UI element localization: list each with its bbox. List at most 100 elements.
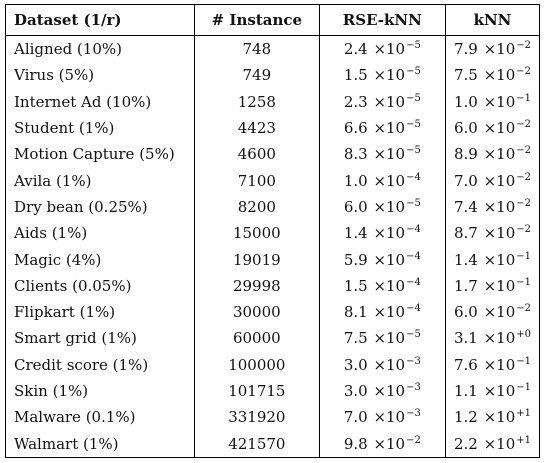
exponent: −2 bbox=[516, 171, 531, 183]
times-ten: ×10 bbox=[368, 382, 406, 401]
exponent: −1 bbox=[516, 382, 531, 394]
exponent: −5 bbox=[406, 40, 421, 52]
cell-rse-knn: 5.9 ×10−4 bbox=[318, 246, 446, 273]
mantissa: 1.7 bbox=[453, 276, 478, 295]
times-ten: ×10 bbox=[478, 40, 516, 59]
cell-dataset: Walmart (1%) bbox=[14, 434, 119, 453]
table-row: Aids (1%) 15000 1.4 ×10−4 8.7 ×10−2 bbox=[6, 220, 539, 247]
exponent: −4 bbox=[406, 303, 421, 315]
cell-knn: 7.9 ×10−2 bbox=[444, 35, 539, 63]
cell-dataset: Virus (5%) bbox=[14, 66, 95, 85]
cell-rse-knn: 8.1 ×10−4 bbox=[318, 299, 446, 326]
table-row: Student (1%) 4423 6.6 ×10−5 6.0 ×10−2 bbox=[6, 114, 539, 142]
mantissa: 1.0 bbox=[453, 92, 478, 111]
cell-rse-knn: 8.3 ×10−5 bbox=[318, 141, 446, 168]
cell-knn: 6.0 ×10−2 bbox=[444, 114, 539, 142]
times-ten: ×10 bbox=[368, 276, 406, 295]
times-ten: ×10 bbox=[368, 197, 406, 216]
cell-rse-knn: 9.8 ×10−2 bbox=[318, 430, 446, 457]
cell-dataset: Magic (4%) bbox=[14, 250, 102, 269]
cell-dataset: Clients (0.05%) bbox=[14, 276, 132, 295]
exponent: −2 bbox=[516, 197, 531, 209]
cell-instance: 60000 bbox=[193, 325, 320, 352]
exponent: −1 bbox=[516, 276, 531, 288]
cell-dataset: Avila (1%) bbox=[14, 171, 92, 190]
cell-dataset: Flipkart (1%) bbox=[14, 303, 116, 322]
mantissa: 5.9 bbox=[343, 250, 368, 269]
mantissa: 7.5 bbox=[453, 66, 478, 85]
mantissa: 1.5 bbox=[343, 276, 368, 295]
table-body: Aligned (10%) 748 2.4 ×10−5 7.9 ×10−2 Virus … bbox=[6, 35, 539, 457]
mantissa: 7.6 bbox=[453, 355, 478, 374]
table-row: Motion Capture (5%) 4600 8.3 ×10−5 8.9 ×10−… bbox=[6, 141, 539, 168]
mantissa: 8.7 bbox=[453, 224, 478, 243]
cell-instance: 7100 bbox=[193, 167, 320, 194]
cell-knn: 1.0 ×10−1 bbox=[444, 88, 539, 115]
times-ten: ×10 bbox=[368, 119, 406, 138]
cell-knn: 1.1 ×10−1 bbox=[444, 377, 539, 405]
mantissa: 6.0 bbox=[453, 119, 478, 138]
exponent: +0 bbox=[516, 329, 531, 341]
cell-knn: 7.0 ×10−2 bbox=[444, 167, 539, 194]
exponent: −3 bbox=[406, 382, 421, 394]
mantissa: 7.5 bbox=[343, 329, 368, 348]
cell-dataset: Internet Ad (10%) bbox=[14, 92, 152, 111]
mantissa: 7.4 bbox=[453, 197, 478, 216]
cell-rse-knn: 3.0 ×10−3 bbox=[318, 377, 446, 405]
cell-dataset: Dry bean (0.25%) bbox=[14, 197, 148, 216]
cell-instance: 19019 bbox=[193, 246, 320, 273]
table-header-row: Dataset (1/r) # Instance RSE-kNN kNN bbox=[6, 5, 539, 36]
table-row: Aligned (10%) 748 2.4 ×10−5 7.9 ×10−2 bbox=[6, 35, 539, 63]
cell-rse-knn: 1.5 ×10−5 bbox=[318, 62, 446, 89]
mantissa: 6.6 bbox=[343, 119, 368, 138]
cell-knn: 8.7 ×10−2 bbox=[444, 220, 539, 247]
results-table: Dataset (1/r) # Instance RSE-kNN kNN Ali… bbox=[6, 5, 539, 457]
cell-knn: 7.4 ×10−2 bbox=[444, 193, 539, 221]
table-row: Smart grid (1%) 60000 7.5 ×10−5 3.1 ×10+0 bbox=[6, 325, 539, 352]
table-row: Malware (0.1%) 331920 7.0 ×10−3 1.2 ×10+1 bbox=[6, 404, 539, 431]
cell-knn: 2.2 ×10+1 bbox=[444, 430, 539, 457]
exponent: −2 bbox=[516, 145, 531, 157]
cell-instance: 29998 bbox=[193, 272, 320, 300]
cell-instance: 421570 bbox=[193, 430, 320, 457]
cell-dataset: Skin (1%) bbox=[14, 382, 89, 401]
exponent: −5 bbox=[406, 119, 421, 131]
cell-knn: 1.7 ×10−1 bbox=[444, 272, 539, 300]
mantissa: 8.1 bbox=[343, 303, 368, 322]
exponent: −4 bbox=[406, 276, 421, 288]
exponent: −2 bbox=[516, 303, 531, 315]
exponent: −1 bbox=[516, 355, 531, 367]
mantissa: 1.4 bbox=[343, 224, 368, 243]
header-rse-knn: RSE-kNN bbox=[318, 5, 446, 36]
times-ten: ×10 bbox=[478, 250, 516, 269]
times-ten: ×10 bbox=[478, 119, 516, 138]
exponent: +1 bbox=[516, 434, 531, 446]
exponent: −1 bbox=[516, 92, 531, 104]
table-row: Flipkart (1%) 30000 8.1 ×10−4 6.0 ×10−2 bbox=[6, 299, 539, 326]
mantissa: 1.2 bbox=[453, 408, 478, 427]
mantissa: 2.3 bbox=[343, 92, 368, 111]
table-row: Avila (1%) 7100 1.0 ×10−4 7.0 ×10−2 bbox=[6, 167, 539, 194]
cell-knn: 7.6 ×10−1 bbox=[444, 351, 539, 378]
exponent: −2 bbox=[516, 66, 531, 78]
cell-rse-knn: 7.0 ×10−3 bbox=[318, 404, 446, 431]
times-ten: ×10 bbox=[368, 171, 406, 190]
times-ten: ×10 bbox=[478, 276, 516, 295]
table-row: Dry bean (0.25%) 8200 6.0 ×10−5 7.4 ×10−2 bbox=[6, 193, 539, 221]
times-ten: ×10 bbox=[478, 355, 516, 374]
cell-rse-knn: 1.4 ×10−4 bbox=[318, 220, 446, 247]
cell-rse-knn: 6.0 ×10−5 bbox=[318, 193, 446, 221]
cell-instance: 4600 bbox=[193, 141, 320, 168]
times-ten: ×10 bbox=[478, 171, 516, 190]
exponent: −5 bbox=[406, 329, 421, 341]
cell-instance: 748 bbox=[193, 35, 320, 63]
mantissa: 9.8 bbox=[343, 434, 368, 453]
exponent: +1 bbox=[516, 408, 531, 420]
cell-instance: 1258 bbox=[193, 88, 320, 115]
times-ten: ×10 bbox=[478, 329, 516, 348]
times-ten: ×10 bbox=[368, 92, 406, 111]
times-ten: ×10 bbox=[368, 329, 406, 348]
times-ten: ×10 bbox=[368, 66, 406, 85]
table-row: Virus (5%) 749 1.5 ×10−5 7.5 ×10−2 bbox=[6, 62, 539, 89]
times-ten: ×10 bbox=[368, 145, 406, 164]
